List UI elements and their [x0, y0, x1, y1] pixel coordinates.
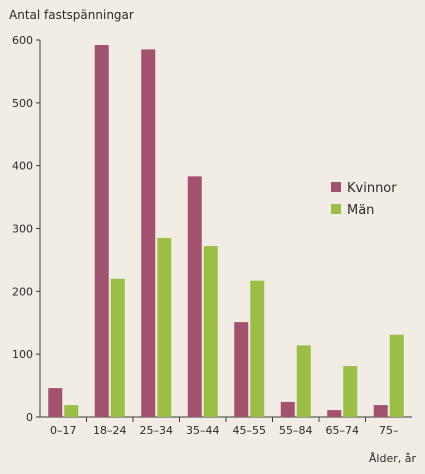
- x-tick-label: 35–44: [186, 424, 220, 437]
- bar-män-7: [389, 334, 404, 417]
- bar-män-4: [250, 280, 265, 417]
- x-tick-label: 45–55: [233, 424, 267, 437]
- bars: [48, 45, 404, 418]
- y-axis: 0 100 200 300 400 500 600: [12, 34, 41, 424]
- x-tick-label: 65–74: [326, 424, 360, 437]
- bar-män-5: [296, 345, 311, 417]
- x-tick-label: 25–34: [140, 424, 174, 437]
- bar-kvinnor-2: [141, 49, 156, 418]
- bar-män-2: [157, 237, 172, 417]
- x-axis-label: Ålder, år: [369, 452, 417, 465]
- bar-kvinnor-6: [327, 410, 342, 417]
- y-axis-label: Antal fastspänningar: [9, 8, 134, 22]
- bar-kvinnor-7: [373, 405, 388, 417]
- bar-kvinnor-1: [94, 45, 109, 417]
- y-tick-label: 500: [12, 97, 33, 110]
- bar-män-6: [343, 366, 358, 417]
- bar-män-0: [64, 405, 79, 417]
- x-tick-label: 55–84: [279, 424, 313, 437]
- y-tick-label: 100: [12, 348, 33, 361]
- legend-label: Kvinnor: [347, 181, 397, 196]
- x-tick-label: 0–17: [50, 424, 77, 437]
- x-axis: 0–17 18–24 25–34 35–44 45–55 55–84 65–74 75–: [40, 416, 412, 437]
- bar-kvinnor-5: [280, 401, 295, 417]
- bar-män-1: [110, 278, 125, 417]
- bar-kvinnor-4: [234, 322, 249, 417]
- x-tick-label: 75–: [379, 424, 399, 437]
- bar-kvinnor-0: [48, 388, 63, 417]
- legend-label: Män: [347, 203, 374, 218]
- x-tick-label: 18–24: [93, 424, 127, 437]
- y-tick-label: 600: [12, 34, 33, 47]
- legend-swatch: [331, 182, 341, 192]
- legend: Kvinnor Män: [331, 181, 397, 218]
- y-tick-label: 200: [12, 285, 33, 298]
- y-tick-label: 300: [12, 223, 33, 236]
- bar-män-3: [203, 246, 218, 417]
- legend-swatch: [331, 204, 341, 214]
- y-tick-label: 400: [12, 160, 33, 173]
- bar-kvinnor-3: [187, 176, 202, 417]
- y-tick-label: 0: [26, 411, 33, 424]
